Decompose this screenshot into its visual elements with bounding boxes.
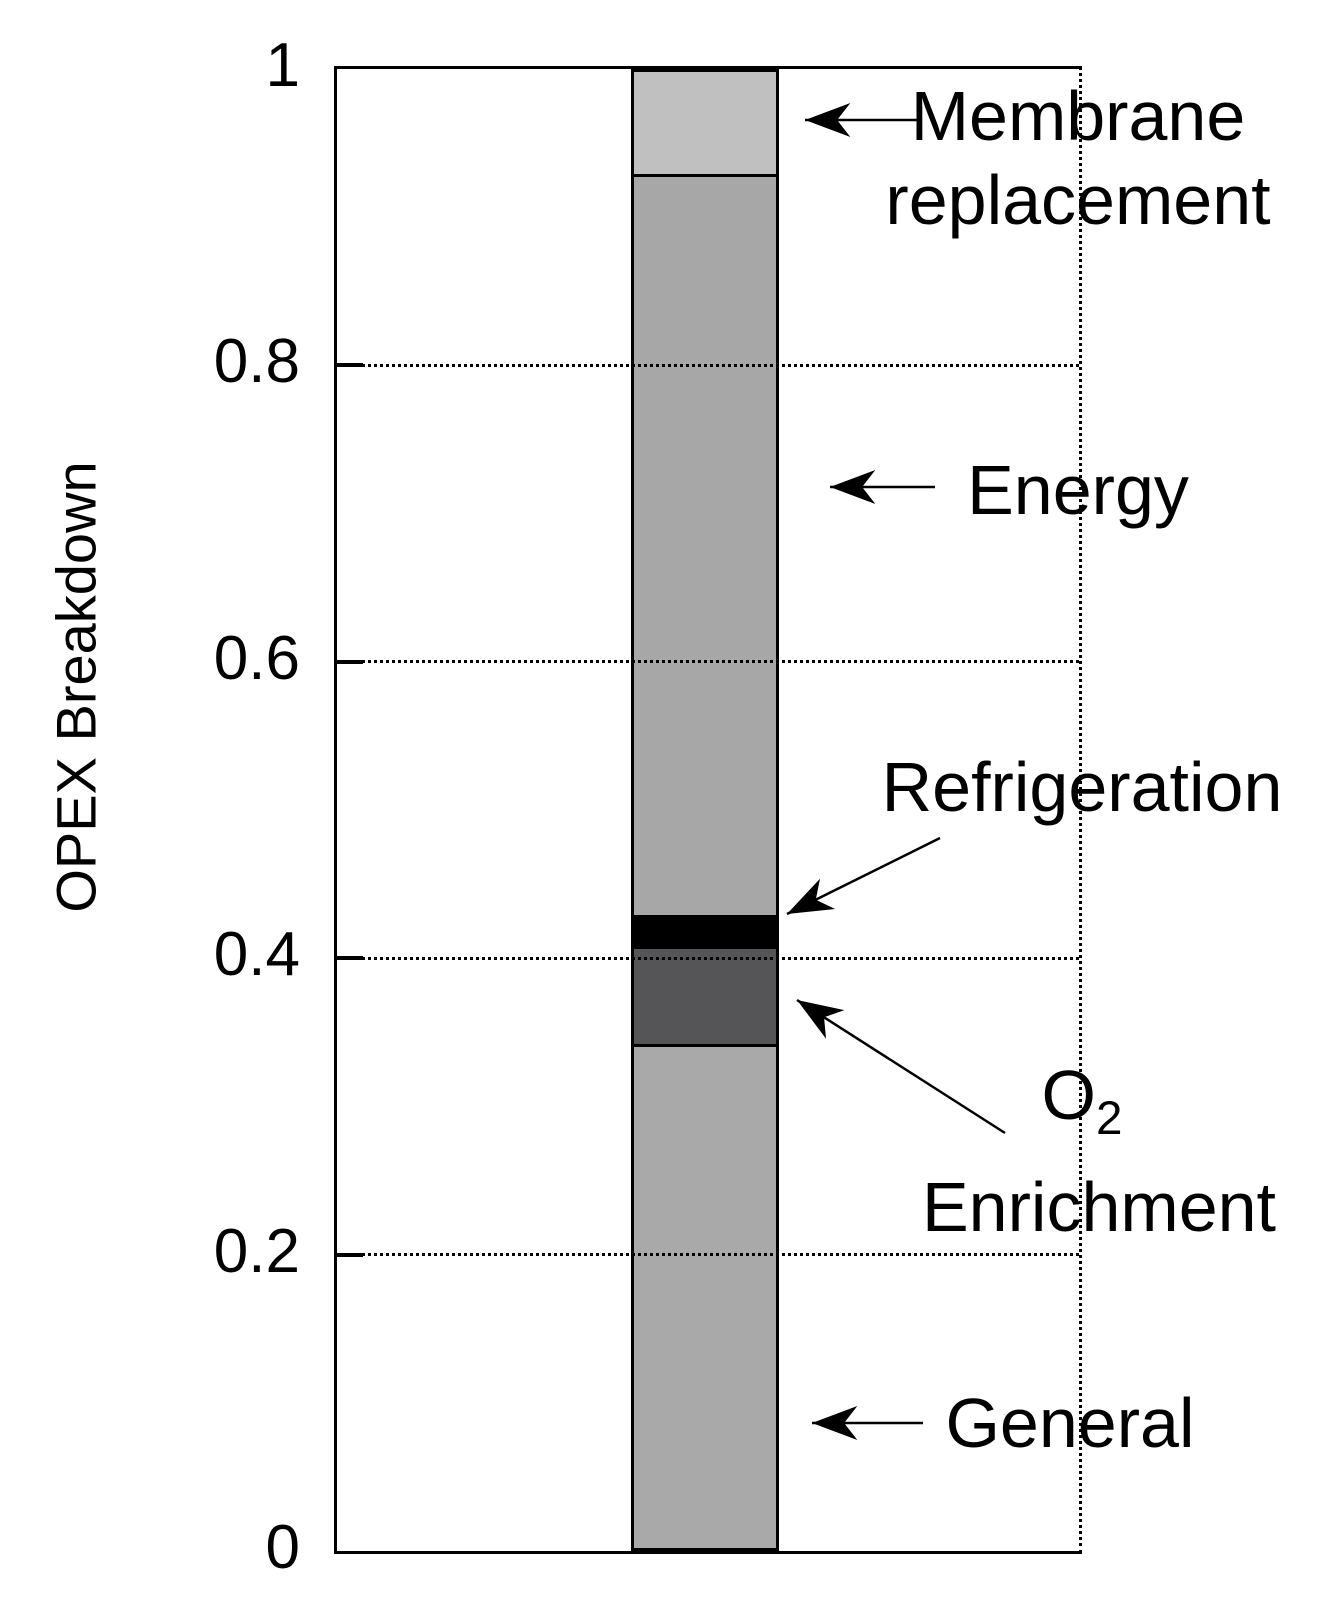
bar-segment-refrigeration: [634, 915, 776, 947]
y-tickmark-0.4: [336, 956, 363, 961]
stacked-bar: [631, 69, 779, 1551]
annotation-refrigeration: Refrigeration: [881, 748, 1283, 826]
annotation-o2: O2: [1041, 1056, 1123, 1145]
bar-segment-energy: [634, 174, 776, 916]
annotation-general: General: [945, 1384, 1195, 1462]
gridline-y-0.2: [337, 1253, 1079, 1257]
y-tickmark-0.8: [336, 363, 363, 368]
annotation-o2-subscript: 2: [1095, 1092, 1123, 1145]
bar-segment-general: [634, 1044, 776, 1548]
y-tick-label-0.4: 0.4: [213, 920, 300, 990]
y-tick-label-0.6: 0.6: [213, 623, 300, 693]
y-tick-label-0.2: 0.2: [213, 1216, 300, 1286]
y-tickmark-0.2: [336, 1252, 363, 1257]
gridline-y-0.8: [337, 363, 1079, 367]
plot-area: [334, 66, 1082, 1554]
annotation-energy: Energy: [967, 451, 1189, 529]
annotation-membrane-replacement: Membrane replacement: [885, 77, 1271, 239]
annotation-enrichment: Enrichment: [921, 1168, 1277, 1246]
bar-segment-membrane-replacement: [634, 72, 776, 175]
gridline-y-0.6: [337, 660, 1079, 664]
y-tick-label-0: 0: [265, 1513, 300, 1582]
bar-segment-o2-enrichment: [634, 946, 776, 1045]
y-tickmark-0.6: [336, 659, 363, 664]
y-tick-label-1: 1: [265, 31, 300, 100]
y-tick-label-0.8: 0.8: [213, 327, 300, 397]
gridline-y-0.4: [337, 956, 1079, 960]
